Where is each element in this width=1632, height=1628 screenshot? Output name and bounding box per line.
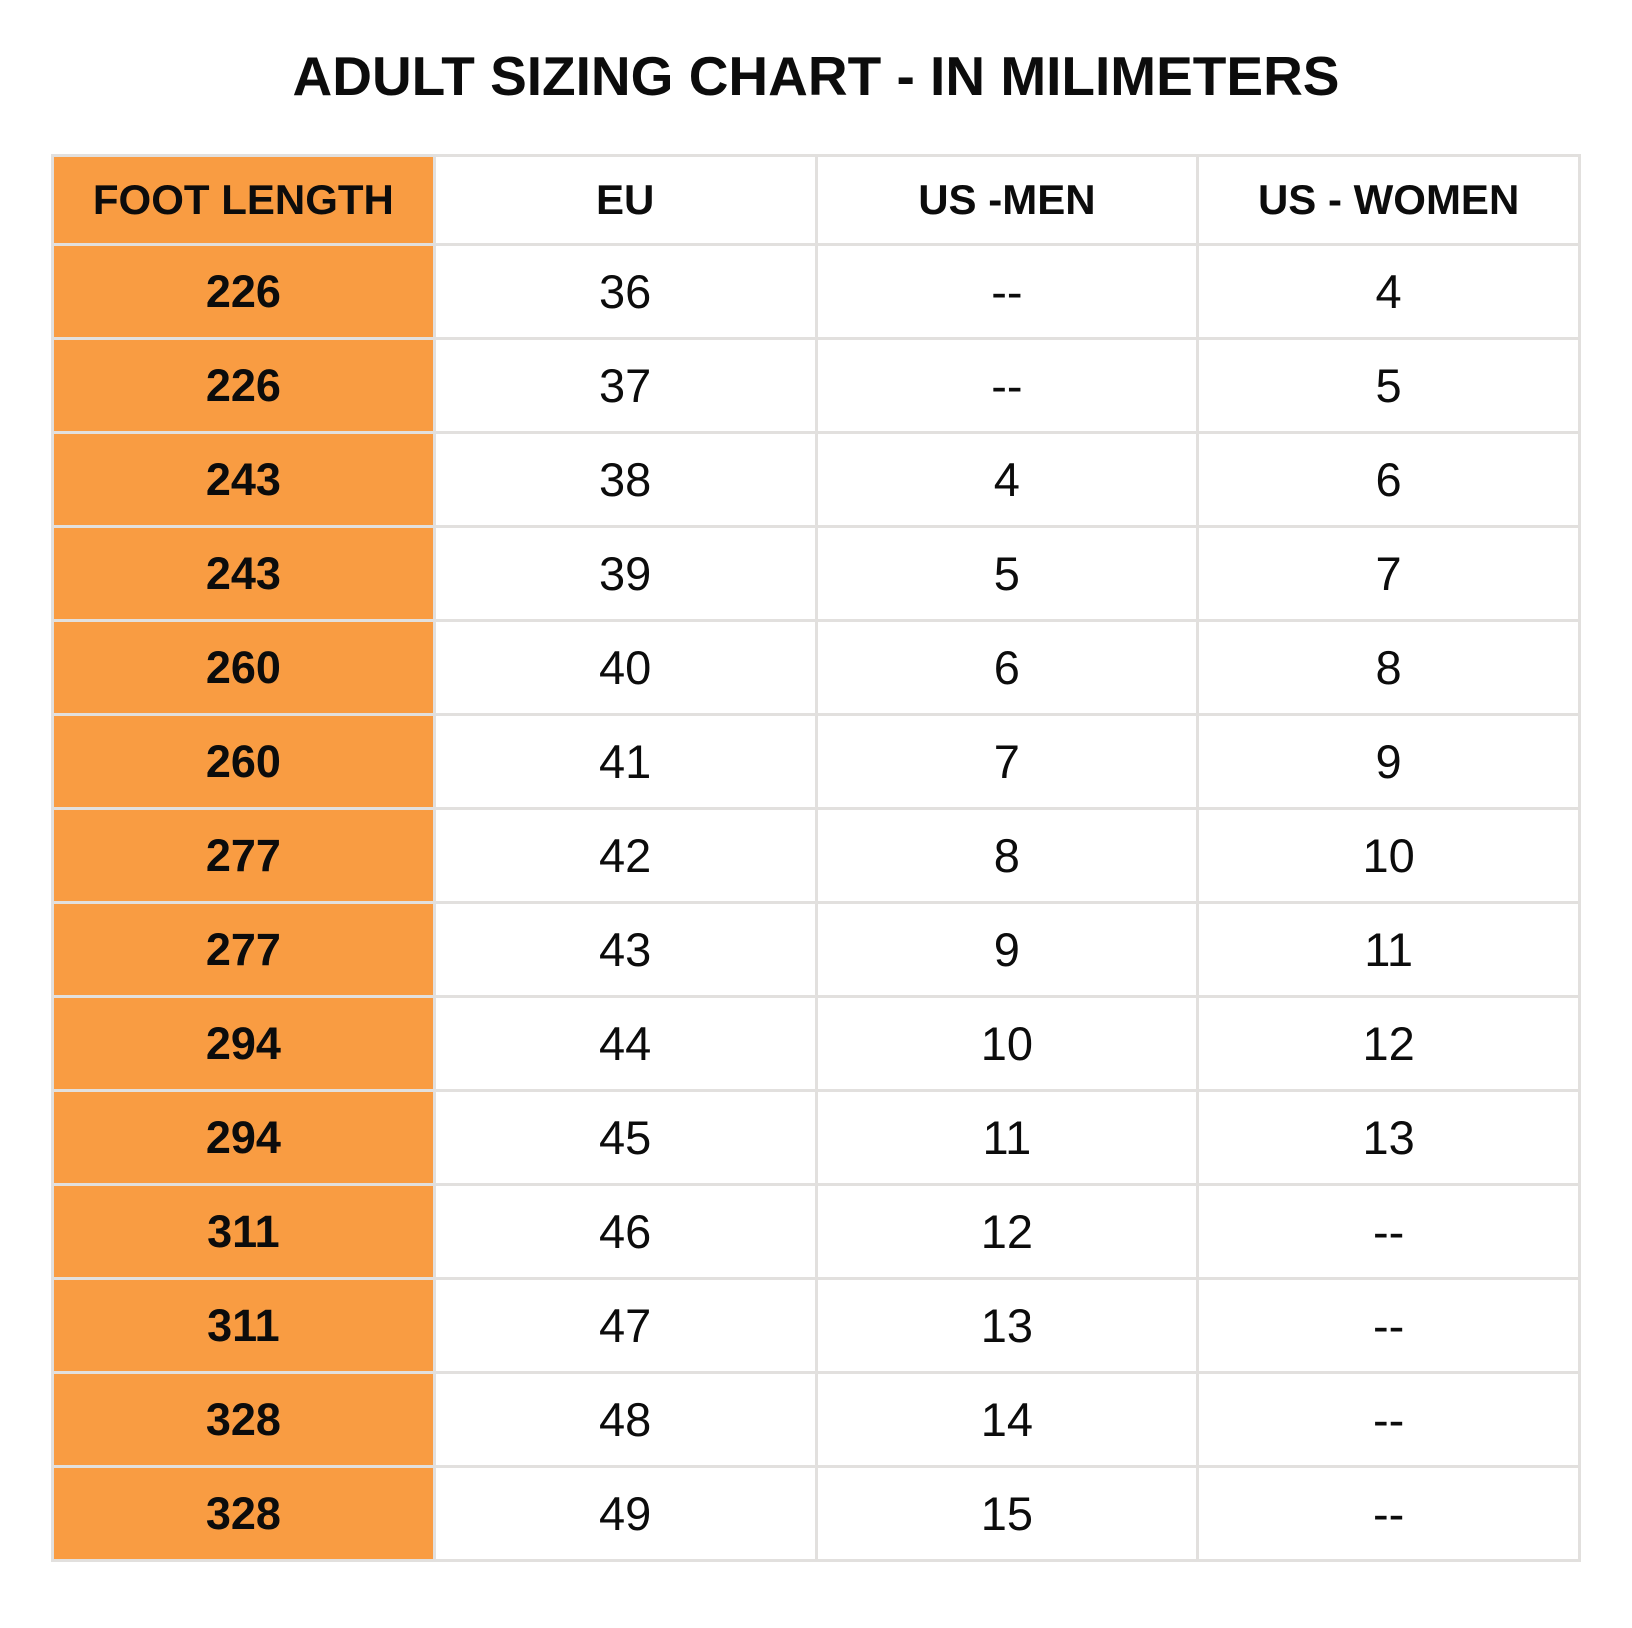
us-women-cell: -- xyxy=(1196,1183,1581,1280)
table-row: 226 37 -- 5 xyxy=(51,337,1581,434)
us-women-cell: -- xyxy=(1196,1277,1581,1374)
us-men-cell: 13 xyxy=(814,1277,1200,1374)
us-men-cell: 7 xyxy=(814,713,1200,810)
foot-length-cell: 311 xyxy=(51,1277,436,1374)
us-men-cell: 12 xyxy=(814,1183,1200,1280)
table-row: 328 48 14 -- xyxy=(51,1371,1581,1468)
page-title: ADULT SIZING CHART - IN MILIMETERS xyxy=(292,45,1340,107)
table-row: 328 49 15 -- xyxy=(51,1465,1581,1562)
foot-length-cell: 328 xyxy=(51,1371,436,1468)
eu-cell: 40 xyxy=(432,619,818,716)
us-men-cell: 11 xyxy=(814,1089,1200,1186)
eu-cell: 38 xyxy=(432,431,818,528)
foot-length-cell: 260 xyxy=(51,713,436,810)
table-row: 277 43 9 11 xyxy=(51,901,1581,998)
table-row: 260 41 7 9 xyxy=(51,713,1581,810)
eu-cell: 37 xyxy=(432,337,818,434)
foot-length-cell: 226 xyxy=(51,337,436,434)
us-women-cell: 10 xyxy=(1196,807,1581,904)
eu-header: EU xyxy=(432,154,818,246)
eu-cell: 41 xyxy=(432,713,818,810)
table-row: 226 36 -- 4 xyxy=(51,243,1581,340)
table-body: 226 36 -- 4 226 37 -- 5 243 38 4 6 243 39 5 7 260 40 6 8 260… xyxy=(51,243,1581,1562)
us-men-cell: 10 xyxy=(814,995,1200,1092)
us-women-cell: 6 xyxy=(1196,431,1581,528)
us-men-cell: 14 xyxy=(814,1371,1200,1468)
foot-length-cell: 311 xyxy=(51,1183,436,1280)
us-women-cell: 11 xyxy=(1196,901,1581,998)
foot-length-cell: 277 xyxy=(51,807,436,904)
table-row: 260 40 6 8 xyxy=(51,619,1581,716)
us-men-cell: 9 xyxy=(814,901,1200,998)
foot-length-cell: 294 xyxy=(51,995,436,1092)
foot-length-cell: 294 xyxy=(51,1089,436,1186)
eu-cell: 42 xyxy=(432,807,818,904)
foot-length-cell: 328 xyxy=(51,1465,436,1562)
us-women-cell: -- xyxy=(1196,1465,1581,1562)
foot-length-cell: 226 xyxy=(51,243,436,340)
eu-cell: 46 xyxy=(432,1183,818,1280)
table-row: 243 38 4 6 xyxy=(51,431,1581,528)
table-row: 243 39 5 7 xyxy=(51,525,1581,622)
eu-cell: 36 xyxy=(432,243,818,340)
us-women-cell: 13 xyxy=(1196,1089,1581,1186)
us-men-header: US -MEN xyxy=(814,154,1200,246)
us-women-cell: 4 xyxy=(1196,243,1581,340)
foot-length-cell: 243 xyxy=(51,431,436,528)
us-men-cell: 15 xyxy=(814,1465,1200,1562)
us-men-cell: 8 xyxy=(814,807,1200,904)
eu-cell: 44 xyxy=(432,995,818,1092)
table-row: 311 46 12 -- xyxy=(51,1183,1581,1280)
us-men-cell: -- xyxy=(814,337,1200,434)
table-row: 311 47 13 -- xyxy=(51,1277,1581,1374)
us-women-cell: 12 xyxy=(1196,995,1581,1092)
table-row: 294 44 10 12 xyxy=(51,995,1581,1092)
us-women-cell: -- xyxy=(1196,1371,1581,1468)
us-women-cell: 7 xyxy=(1196,525,1581,622)
eu-cell: 43 xyxy=(432,901,818,998)
eu-cell: 48 xyxy=(432,1371,818,1468)
foot-length-cell: 260 xyxy=(51,619,436,716)
eu-cell: 39 xyxy=(432,525,818,622)
table-row: 294 45 11 13 xyxy=(51,1089,1581,1186)
table-row: 277 42 8 10 xyxy=(51,807,1581,904)
table-header-row: FOOT LENGTH EU US -MEN US - WOMEN xyxy=(51,154,1581,246)
sizing-table: FOOT LENGTH EU US -MEN US - WOMEN 226 36-… xyxy=(51,154,1581,1562)
eu-cell: 45 xyxy=(432,1089,818,1186)
foot-length-cell: 243 xyxy=(51,525,436,622)
us-men-cell: 5 xyxy=(814,525,1200,622)
us-women-cell: 9 xyxy=(1196,713,1581,810)
us-men-cell: 6 xyxy=(814,619,1200,716)
foot-length-header: FOOT LENGTH xyxy=(51,154,436,246)
us-women-cell: 8 xyxy=(1196,619,1581,716)
us-women-cell: 5 xyxy=(1196,337,1581,434)
us-men-cell: 4 xyxy=(814,431,1200,528)
foot-length-cell: 277 xyxy=(51,901,436,998)
us-women-header: US - WOMEN xyxy=(1196,154,1581,246)
us-men-cell: -- xyxy=(814,243,1200,340)
eu-cell: 47 xyxy=(432,1277,818,1374)
eu-cell: 49 xyxy=(432,1465,818,1562)
